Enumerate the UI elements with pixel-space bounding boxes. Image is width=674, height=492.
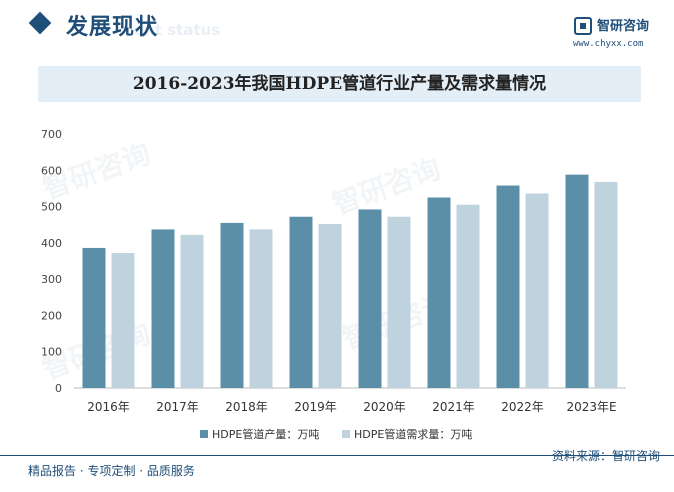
legend-swatch-demand [342, 430, 350, 438]
x-tick-label: 2019年 [294, 400, 337, 414]
legend-label-demand: HDPE管道需求量：万吨 [354, 428, 473, 441]
brand-name: 智研咨询 [597, 19, 650, 34]
bar-production [151, 229, 175, 388]
y-tick-label: 600 [41, 164, 62, 177]
x-tick-label: 2021年 [432, 400, 475, 414]
footer-source: 资料来源：智研咨询 [551, 449, 660, 463]
bar-production [289, 216, 313, 388]
bar-demand [318, 223, 342, 388]
x-tick-label: 2017年 [156, 400, 199, 414]
bar-demand [111, 253, 135, 388]
y-tick-label: 300 [41, 273, 62, 286]
bar-production [82, 247, 106, 388]
bar-demand [525, 193, 549, 388]
bar-demand [249, 229, 273, 388]
bar-production [427, 197, 451, 388]
x-tick-label: 2018年 [225, 400, 268, 414]
bar-demand [456, 204, 480, 388]
legend-item-production: HDPE管道产量：万吨 [200, 426, 319, 442]
bar-production [220, 222, 244, 388]
header: ent status 发展现状 智研咨询 www.chyxx.com [0, 0, 674, 52]
x-tick-label: 2016年 [87, 400, 130, 414]
bar-production [565, 174, 589, 388]
section-title: 发展现状 [66, 15, 159, 40]
x-tick-label: 2022年 [501, 400, 544, 414]
y-tick-label: 400 [41, 237, 62, 250]
legend-label-production: HDPE管道产量：万吨 [212, 428, 320, 441]
brand-logo-icon [574, 17, 592, 35]
y-tick-label: 0 [55, 382, 62, 395]
legend-item-demand: HDPE管道需求量：万吨 [342, 426, 472, 442]
x-tick-label: 2020年 [363, 400, 406, 414]
footer-divider [0, 455, 674, 456]
y-tick-label: 500 [41, 201, 62, 214]
y-tick-label: 100 [41, 346, 62, 359]
legend-swatch-production [200, 430, 208, 438]
section-subtitle: ent status [134, 21, 221, 39]
bar-demand [180, 234, 204, 388]
bar-demand [387, 216, 411, 388]
bar-production [496, 185, 520, 388]
bar-demand [594, 181, 618, 388]
chart-title: 2016-2023年我国HDPE管道行业产量及需求量情况 [132, 74, 547, 94]
y-tick-label: 700 [41, 128, 62, 141]
chart-title-band: 2016-2023年我国HDPE管道行业产量及需求量情况 [38, 66, 641, 102]
footer-slogan: 精品报告 · 专项定制 · 品质服务 [28, 464, 195, 478]
brand-url: www.chyxx.com [573, 39, 644, 49]
bar-production [358, 209, 382, 388]
y-tick-label: 200 [41, 309, 62, 322]
x-tick-label: 2023年E [566, 400, 616, 414]
